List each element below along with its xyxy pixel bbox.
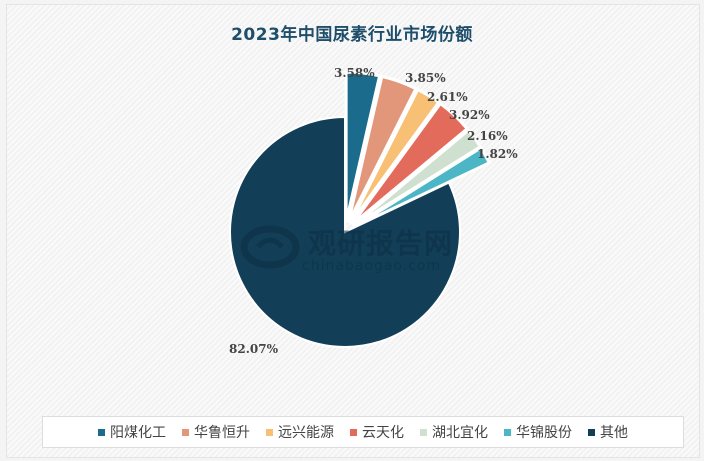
label-yuntianhua: 3.92% (449, 108, 490, 122)
watermark-en: chinabaogao.com (302, 258, 442, 274)
legend-item-yuntianhua[interactable]: 云天化 (350, 422, 404, 442)
legend-item-hubeiyihua[interactable]: 湖北宜化 (420, 422, 488, 442)
watermark-cn: 观研报告网 (308, 227, 454, 260)
legend-item-huajin[interactable]: 华锦股份 (504, 422, 572, 442)
pie-slice-6[interactable] (229, 115, 461, 348)
legend-swatch-icon (350, 428, 357, 436)
legend-item-other[interactable]: 其他 (588, 422, 628, 442)
label-hualu: 3.85% (405, 71, 446, 85)
legend-label: 远兴能源 (278, 425, 334, 441)
label-other: 82.07% (229, 342, 278, 356)
label-yangmei: 3.58% (334, 66, 375, 80)
legend-swatch-icon (98, 428, 105, 436)
legend-swatch-icon (420, 428, 427, 436)
label-huajin: 1.82% (477, 147, 518, 161)
legend-label: 华锦股份 (516, 425, 572, 441)
pie-slice-1[interactable] (346, 74, 418, 224)
legend-swatch-icon (504, 428, 511, 436)
legend-item-yangmei[interactable]: 阳煤化工 (98, 422, 166, 442)
watermark-logo-icon (240, 225, 300, 269)
label-yuanxing: 2.61% (427, 90, 468, 104)
legend-label: 阳煤化工 (110, 425, 166, 441)
pie-slice-3[interactable] (350, 101, 470, 226)
pie-slice-5[interactable] (352, 145, 492, 229)
pie-slice-2[interactable] (348, 87, 441, 225)
legend-swatch-icon (182, 428, 189, 436)
chart-title: 2023年中国尿素行业市场份额 (231, 25, 473, 45)
pie-slice-0[interactable] (344, 70, 382, 223)
legend-swatch-icon (588, 428, 595, 436)
watermark: 观研报告网 chinabaogao.com (240, 222, 452, 276)
legend-label: 湖北宜化 (432, 425, 488, 441)
legend-item-yuanxing[interactable]: 远兴能源 (266, 422, 334, 442)
label-hubeiyihua: 2.16% (467, 129, 508, 143)
legend-label: 华鲁恒升 (194, 425, 250, 441)
legend-swatch-icon (266, 428, 273, 436)
legend-label: 云天化 (362, 425, 404, 441)
legend-item-hualu[interactable]: 华鲁恒升 (182, 422, 250, 442)
legend: 阳煤化工 华鲁恒升 远兴能源 云天化 湖北宜化 华锦股份 其他 (42, 416, 684, 448)
legend-label: 其他 (600, 425, 628, 441)
